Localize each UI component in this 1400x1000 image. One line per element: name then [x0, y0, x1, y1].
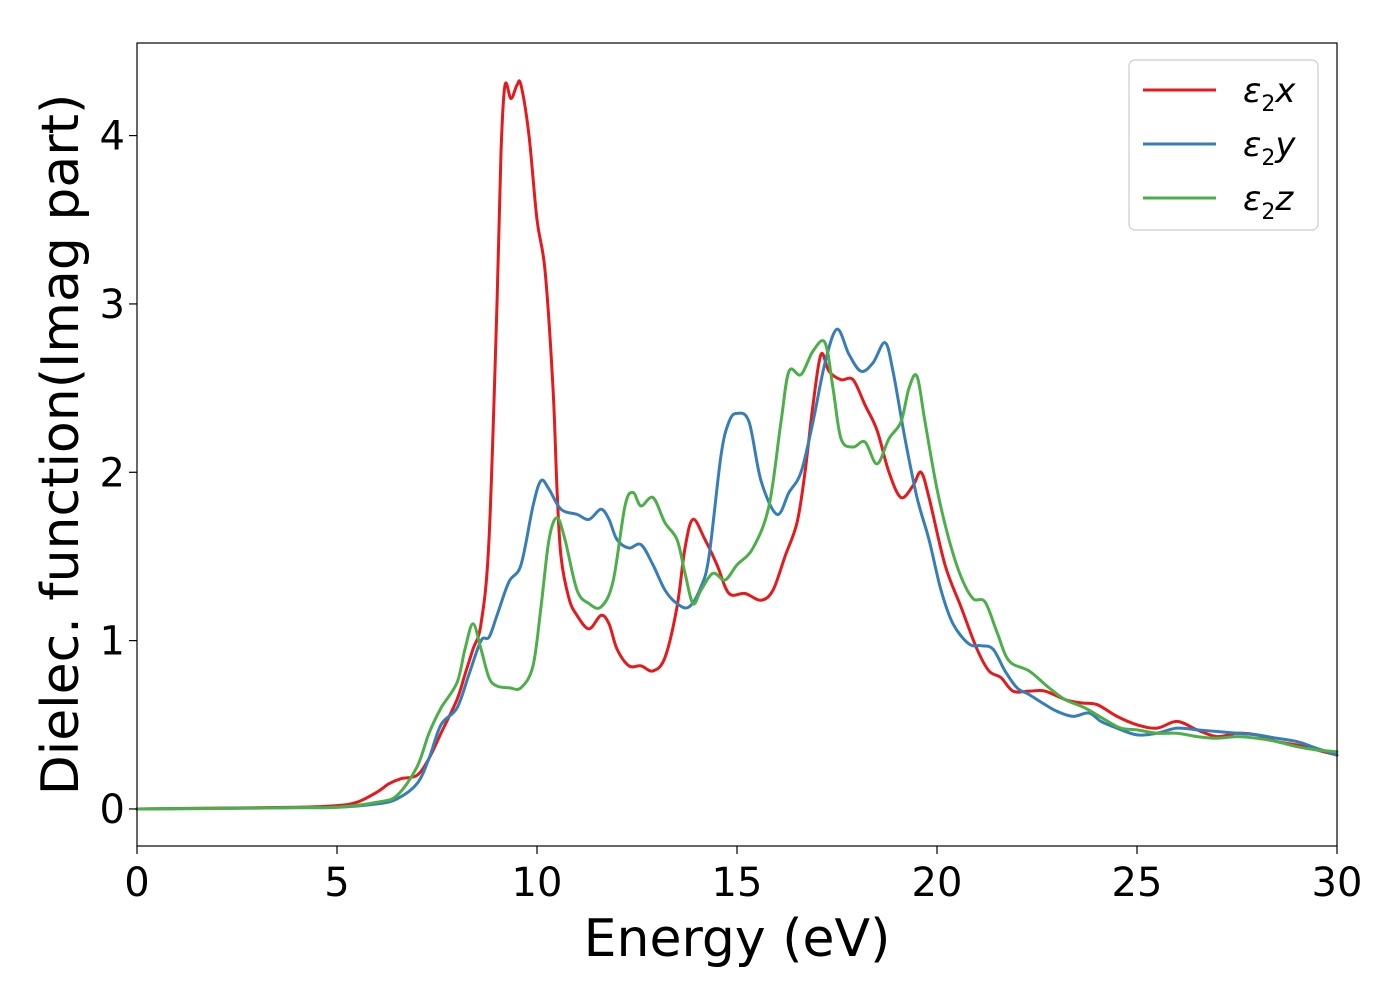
y-tick-label: 0 — [100, 787, 125, 833]
legend-label-x: ε2x — [1243, 71, 1296, 117]
y-axis-title: Dielec. function(Imag part) — [31, 94, 91, 796]
x-tick-label: 5 — [324, 860, 349, 906]
y-tick-label: 1 — [100, 619, 125, 665]
legend: ε2x ε2y ε2z — [1128, 59, 1319, 231]
legend-label-z: ε2z — [1243, 179, 1294, 225]
legend-box — [1128, 59, 1319, 231]
y-axis: 0 1 2 3 4 — [100, 114, 137, 833]
x-tick-label: 25 — [1112, 860, 1163, 906]
y-tick-label: 4 — [100, 114, 125, 160]
series-layer — [135, 79, 1339, 811]
x-axis: 0 5 10 15 20 25 30 — [124, 846, 1362, 906]
legend-label-y: ε2y — [1243, 125, 1296, 171]
x-tick-label: 10 — [512, 860, 563, 906]
x-tick-label: 20 — [912, 860, 963, 906]
y-tick-label: 2 — [100, 450, 125, 496]
x-tick-label: 0 — [124, 860, 149, 906]
x-tick-label: 15 — [712, 860, 763, 906]
x-axis-title: Energy (eV) — [584, 909, 891, 969]
y-tick-label: 3 — [100, 282, 125, 328]
series-line-y — [135, 327, 1339, 811]
series-line-x — [135, 79, 1339, 811]
series-line-z — [135, 339, 1339, 811]
x-tick-label: 30 — [1312, 860, 1363, 906]
